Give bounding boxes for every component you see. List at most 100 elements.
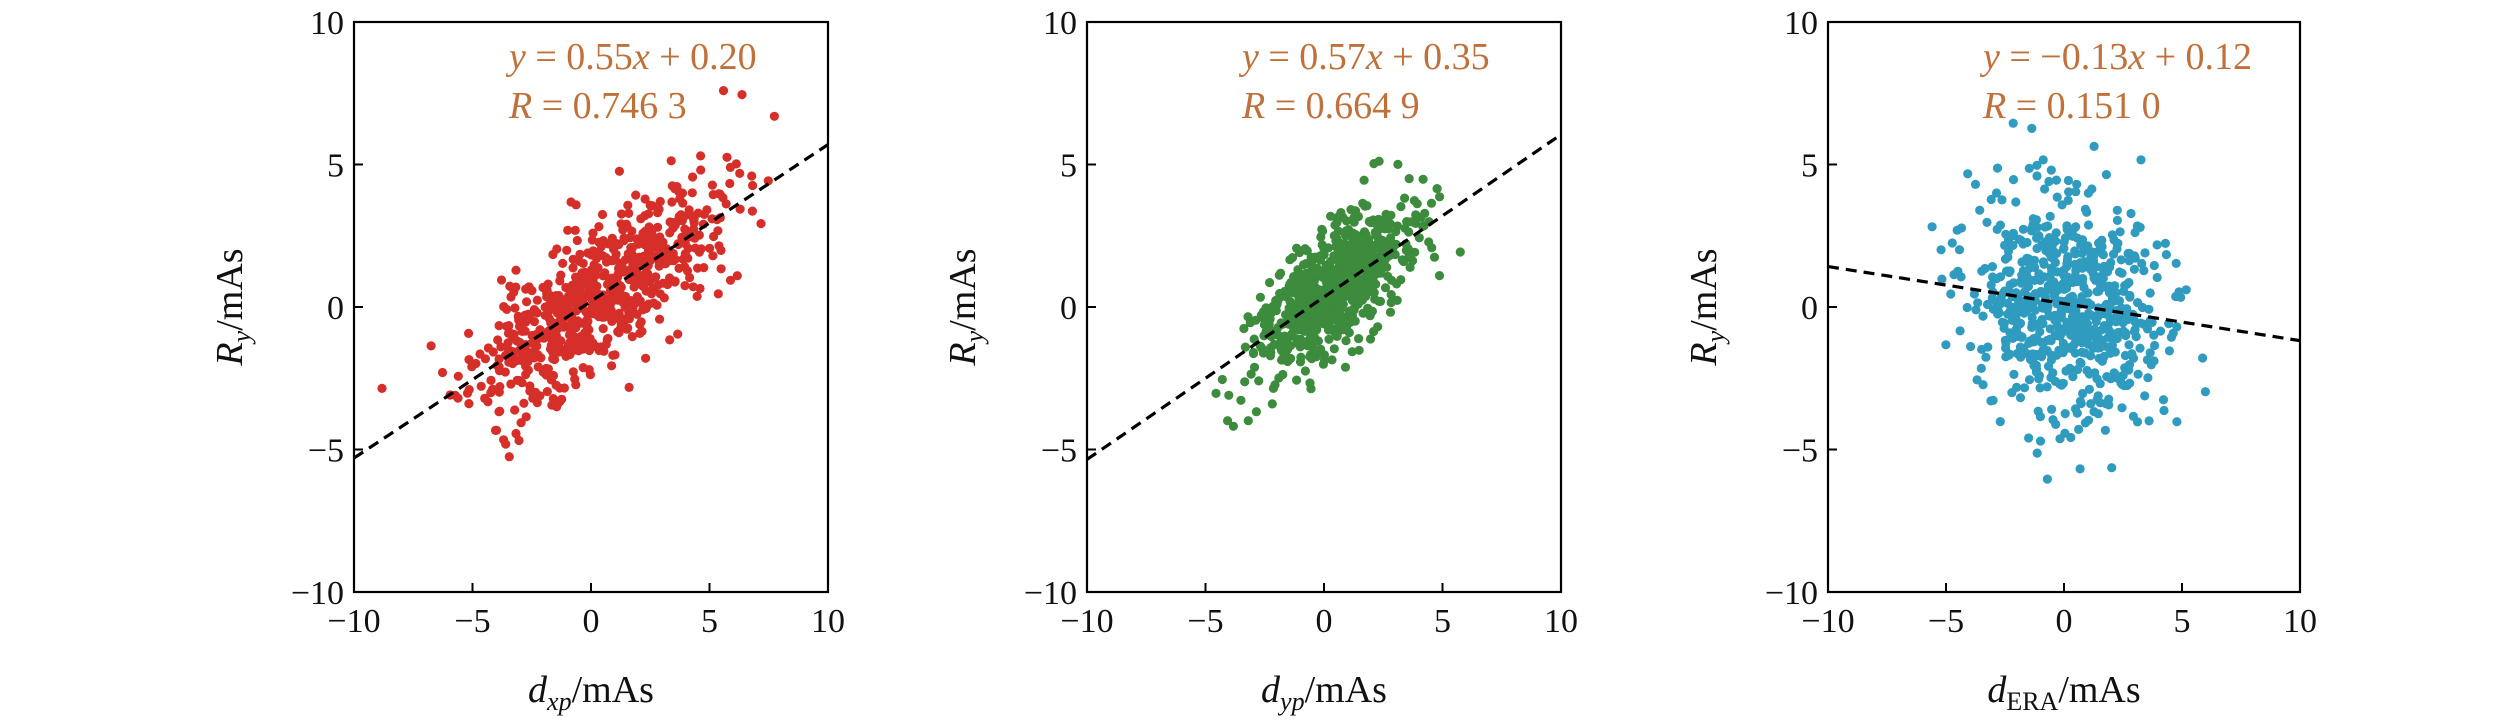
scatter-point [735,168,745,178]
y-tick-label: 0 [327,290,344,327]
scatter-point [2158,395,2169,405]
scatter-point [575,249,585,259]
scatter-point [598,251,608,261]
scatter-point [2052,320,2062,331]
scatter-point [716,264,726,274]
scatter-point [2200,387,2210,397]
scatter-point [577,268,587,278]
scatter-point [707,180,718,190]
scatter-point [2022,306,2032,316]
scatter-point [694,230,704,240]
scatter-point [584,365,594,375]
scatter-point [1243,416,1253,426]
x-tick-label: 5 [701,603,718,640]
scatter-point [659,293,669,303]
scatter-point [1283,356,1293,367]
scatter-point [496,275,507,285]
scatter-point [1404,174,1414,184]
scatter-point [2077,332,2087,342]
scatter-point [1411,210,1421,220]
scatter-point [2024,163,2034,173]
scatter-point [2105,299,2115,309]
scatter-point [683,243,693,253]
scatter-point [2016,235,2026,245]
scatter-point [486,375,496,385]
scatter-point [1265,351,1275,361]
x-axis-label: dERA/mAs [1987,669,2140,716]
scatter-point [562,245,572,255]
scatter-point [708,251,718,261]
scatter-point [615,283,625,293]
scatter-point [2124,340,2134,350]
scatter-point [504,321,514,331]
scatter-point [1243,312,1253,322]
scatter-point [693,208,703,218]
scatter-point [2110,370,2121,380]
scatter-point [1246,369,1256,379]
scatter-point [553,398,563,409]
scatter-point [1294,270,1304,280]
scatter-point [1937,274,1947,284]
scatter-point [2130,317,2140,327]
scatter-point [598,324,608,334]
scatter-point [1966,341,1976,352]
scatter-point [1347,251,1357,261]
scatter-point [600,268,610,278]
scatter-point [646,275,656,285]
scatter-point [1249,362,1260,372]
scatter-point [543,279,553,289]
scatter-point [1355,260,1365,270]
scatter-point [2035,383,2045,393]
scatter-point [464,399,474,409]
scatter-point [2063,252,2073,262]
y-tick-label: −5 [308,433,344,470]
scatter-point [2017,257,2027,267]
scatter-point [2045,271,2055,282]
scatter-point [1955,326,1965,336]
scatter-point [747,206,758,216]
scatter-point [1386,275,1397,285]
y-tick-label: 5 [1060,148,1077,185]
scatter-point [1274,270,1284,280]
scatter-point [1405,262,1415,272]
scatter-point [1301,270,1311,280]
scatter-point [504,357,514,367]
scatter-point [1314,309,1324,319]
scatter-point [2056,313,2067,323]
scatter-point [551,380,561,390]
scatter-point [713,289,723,299]
scatter-point [1396,202,1406,212]
scatter-point [2038,345,2048,355]
scatter-point [565,338,575,348]
scatter-point [565,330,575,340]
scatter-point [2059,284,2069,294]
scatter-point [1240,377,1250,387]
scatter-point [570,374,580,384]
fit-line [1087,133,1561,461]
correlation-coefficient: R = 0.746 3 [508,85,687,127]
scatter-point [588,228,598,238]
scatter-point [769,111,780,121]
scatter-point [464,355,474,365]
scatter-point [637,326,647,336]
scatter-point [2159,405,2169,416]
scatter-point [2137,258,2147,269]
scatter-point [2047,280,2057,290]
scatter-point [476,381,486,391]
scatter-point [2070,246,2080,256]
scatter-point [1306,384,1316,394]
scatter-point [1400,193,1410,203]
scatter-point [1995,417,2005,427]
chart-panel-2: −10−10 −5 −5 0 0 5 5 10 10 dyp/mAs Ry/mAs y = 0.57x… [942,5,1578,716]
scatter-point [680,281,690,291]
scatter-point [2087,184,2097,194]
scatter-point [2043,302,2053,312]
scatter-point [556,314,566,324]
scatter-point [705,243,715,253]
scatter-point [377,383,387,393]
scatter-point [1257,344,1267,354]
scatter-point [2070,404,2081,414]
scatter-point [2149,330,2159,340]
scatter-point [1300,293,1310,303]
scatter-point [1363,286,1373,296]
